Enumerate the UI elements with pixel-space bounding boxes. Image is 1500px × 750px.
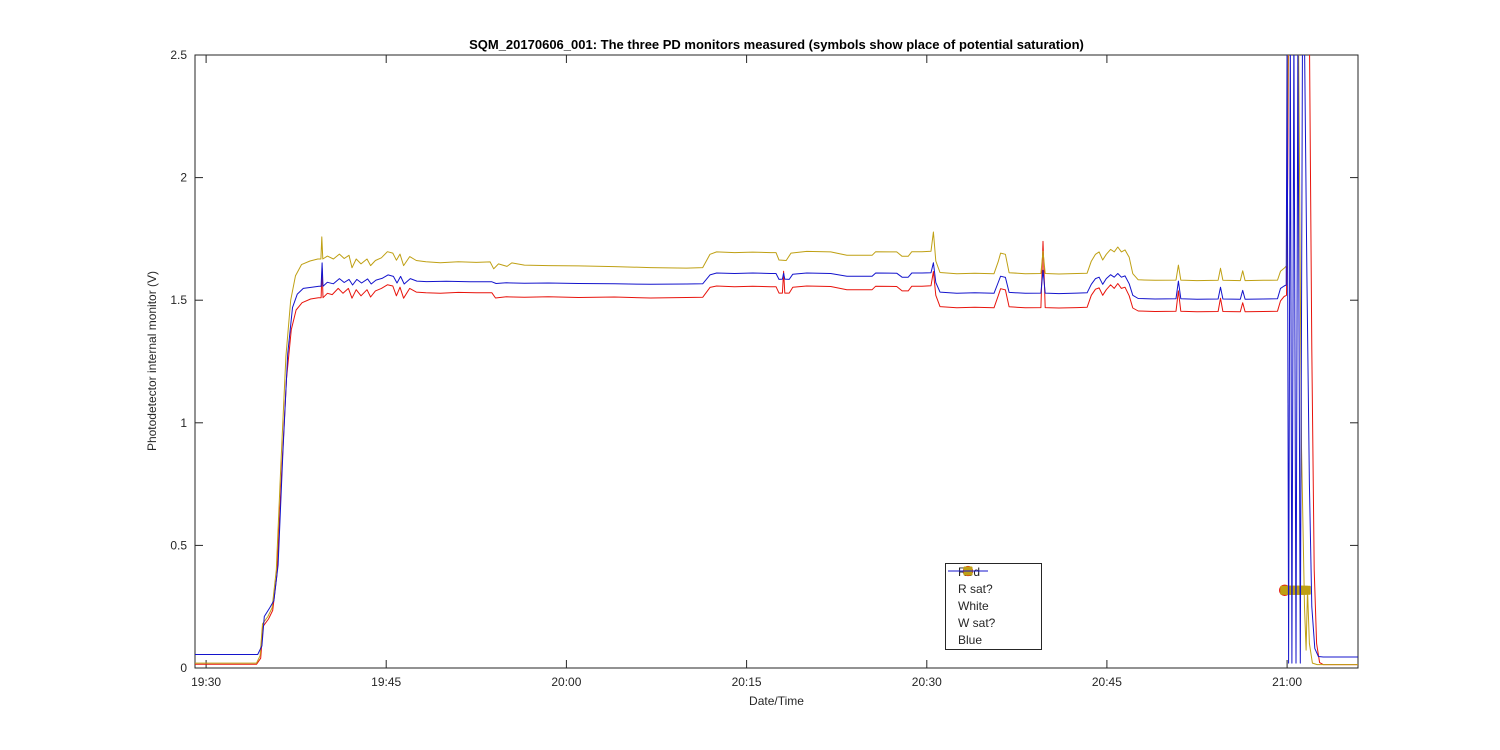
series-blue <box>195 55 1358 664</box>
x-tick-label: 19:45 <box>371 675 401 689</box>
y-tick-label: 2.5 <box>170 48 187 62</box>
legend-label: W sat? <box>958 616 996 630</box>
x-tick-label: 20:15 <box>732 675 762 689</box>
legend-entry-r-sat: R sat? <box>946 565 1041 598</box>
legend-label: Blue <box>958 633 983 647</box>
legend-label: White <box>958 599 989 613</box>
chart-title: SQM_20170606_001: The three PD monitors … <box>469 37 1084 52</box>
legend-entry-white: White <box>946 570 1041 615</box>
legend-label: R sat? <box>958 582 993 596</box>
axes-box <box>194 54 1359 669</box>
y-tick-label: 0.5 <box>170 538 187 552</box>
y-tick-label: 1.5 <box>170 293 187 307</box>
x-tick-label: 19:30 <box>191 675 221 689</box>
x-tick-label: 20:00 <box>551 675 581 689</box>
y-axis-label: Photodetector internal monitor (V) <box>145 270 159 452</box>
legend-swatch-line <box>948 570 988 572</box>
marker-w-sat <box>1301 585 1311 595</box>
x-tick-label: 20:30 <box>912 675 942 689</box>
x-tick-label: 21:00 <box>1272 675 1302 689</box>
y-tick-label: 2 <box>180 171 187 185</box>
y-tick-label: 1 <box>180 416 187 430</box>
x-tick-label: 20:45 <box>1092 675 1122 689</box>
legend-entry-w-sat: W sat? <box>946 566 1041 632</box>
legend-entry-blue: Blue <box>946 570 1041 649</box>
x-axis-label: Date/Time <box>749 694 804 708</box>
series-white <box>195 55 1358 666</box>
series-red <box>195 55 1358 666</box>
y-tick-label: 0 <box>180 661 187 675</box>
